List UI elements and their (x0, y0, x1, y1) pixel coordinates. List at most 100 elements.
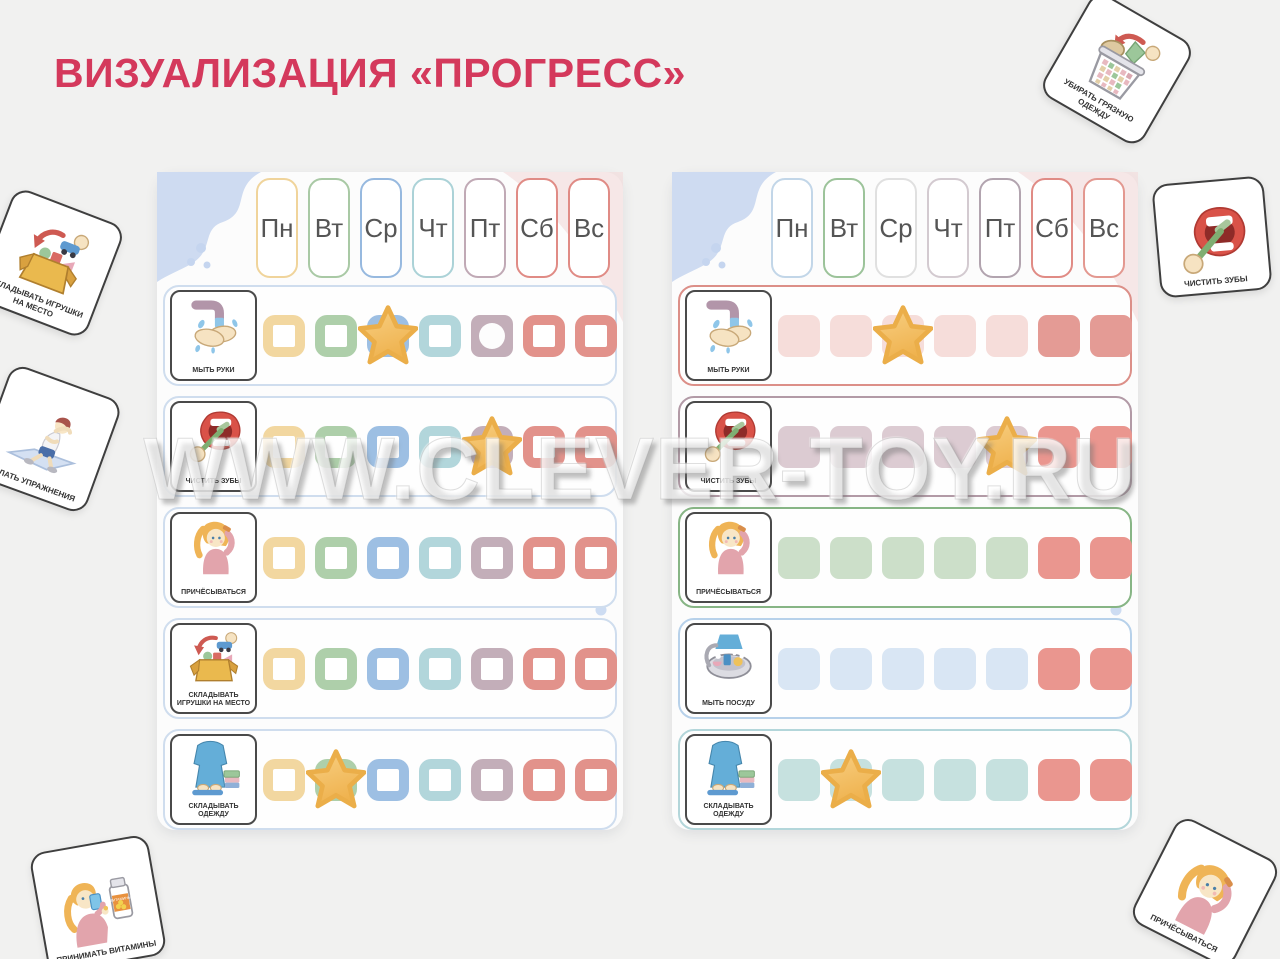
week-cell (1090, 758, 1132, 801)
card-exercises: ДЕЛАТЬ УПРАЖНЕНИЯ (0, 362, 124, 516)
day-header-cell: Пт (979, 178, 1021, 278)
day-label: Пт (469, 212, 501, 243)
day-header-cell: Вт (823, 178, 865, 278)
day-label: Пн (260, 212, 294, 243)
week-cell (575, 425, 617, 468)
week-cell (315, 647, 357, 690)
comb-hair-icon (184, 518, 244, 576)
week-cell (1090, 536, 1132, 579)
week-cell (471, 758, 513, 801)
day-header: Пн Вт Ср Чт Пт Сб Вс (771, 178, 1132, 278)
week-cell (821, 748, 881, 808)
week-cells (263, 647, 617, 690)
wash-dishes-icon (699, 629, 759, 687)
week-cell (471, 536, 513, 579)
week-cells (263, 304, 617, 364)
week-cell (1038, 314, 1080, 357)
week-cell (575, 536, 617, 579)
day-label: Чт (933, 212, 963, 243)
day-header-cell: Сб (516, 178, 558, 278)
week-cell (263, 425, 305, 468)
day-label: Ср (879, 212, 913, 243)
week-cell (462, 415, 522, 475)
week-cells (263, 536, 617, 579)
day-header: Пн Вт Ср Чт Пт Сб Вс (256, 178, 617, 278)
week-cell (1038, 425, 1080, 468)
week-cell (358, 304, 418, 364)
week-cell (575, 647, 617, 690)
week-cell (263, 647, 305, 690)
task-row: ЧИСТИТЬ ЗУБЫ (163, 396, 617, 497)
task-label: ЧИСТИТЬ ЗУБЫ (185, 478, 242, 486)
task-card: СКЛАДЫВАТЬ ОДЕЖДУ (685, 734, 772, 825)
brush-teeth-icon (1170, 199, 1254, 280)
fold-clothes-icon (706, 740, 755, 796)
day-header-cell: Пн (771, 178, 813, 278)
week-cell (986, 647, 1028, 690)
task-row: СКЛАДЫВАТЬ ИГРУШКИ НА МЕСТО (163, 618, 617, 719)
week-cell (306, 748, 366, 808)
task-card: МЫТЬ ПОСУДУ (685, 623, 772, 714)
task-card: ЧИСТИТЬ ЗУБЫ (685, 401, 772, 492)
week-cell (471, 647, 513, 690)
week-cell (1090, 647, 1132, 690)
week-cell (471, 314, 513, 357)
wash-hands-icon (699, 296, 759, 354)
rows: МЫТЬ РУКИ ЧИСТИТЬ ЗУБЫ ПРИЧЁСЫВАТЬСЯ (678, 285, 1132, 830)
week-cell (986, 314, 1028, 357)
task-row: ЧИСТИТЬ ЗУБЫ (678, 396, 1132, 497)
day-label: Вс (1088, 212, 1120, 243)
week-cell (778, 425, 820, 468)
wave-decoration-icon (672, 172, 776, 282)
brush-teeth-icon (699, 407, 759, 465)
week-cell (882, 425, 924, 468)
brush-teeth-icon (184, 407, 244, 465)
task-label: МЫТЬ РУКИ (192, 367, 235, 375)
progress-board-left: Пн Вт Ср Чт Пт Сб Вс МЫТЬ РУКИ ЧИСТИТЬ ЗУБЫ (157, 172, 623, 830)
card-vitamins: ПРИНИМАТЬ ВИТАМИНЫ (28, 833, 168, 959)
vitamins-icon (54, 867, 144, 953)
week-cell (315, 314, 357, 357)
week-cell (419, 647, 461, 690)
card-comb-hair: ПРИЧЁСЫВАТЬСЯ (1127, 813, 1280, 959)
week-cell (263, 314, 305, 357)
week-cell (934, 758, 976, 801)
week-cell (977, 415, 1037, 475)
card-laundry: УБИРАТЬ ГРЯЗНУЮ ОДЕЖДУ (1037, 0, 1197, 150)
week-cell (830, 425, 872, 468)
week-cell (367, 758, 409, 801)
task-label: СКЛАДЫВАТЬ ОДЕЖДУ (188, 802, 239, 819)
week-cell (830, 314, 872, 357)
task-row: СКЛАДЫВАТЬ ОДЕЖДУ (163, 729, 617, 830)
day-header-cell: Пн (256, 178, 298, 278)
day-label: Пн (775, 212, 809, 243)
day-label: Вс (573, 212, 605, 243)
day-header-cell: Чт (412, 178, 454, 278)
week-cell (1090, 314, 1132, 357)
week-cell (419, 536, 461, 579)
day-header-cell: Вс (568, 178, 610, 278)
task-card: СКЛАДЫВАТЬ ИГРУШКИ НА МЕСТО (170, 623, 257, 714)
week-cell (523, 425, 565, 468)
week-cell (263, 758, 305, 801)
task-label: СКЛАДЫВАТЬ ОДЕЖДУ (703, 802, 754, 819)
task-label: МЫТЬ РУКИ (707, 367, 750, 375)
task-row: МЫТЬ ПОСУДУ (678, 618, 1132, 719)
week-cell (1038, 536, 1080, 579)
put-toys-icon (184, 629, 244, 687)
day-label: Вт (829, 212, 859, 243)
day-header-cell: Пт (464, 178, 506, 278)
card-brush-teeth: ЧИСТИТЬ ЗУБЫ (1151, 175, 1273, 299)
task-row: ПРИЧЁСЫВАТЬСЯ (163, 507, 617, 608)
card-put-toys: СКЛАДЫВАТЬ ИГРУШКИ НА МЕСТО (0, 185, 127, 341)
week-cell (1090, 425, 1132, 468)
week-cells (778, 536, 1132, 579)
week-cells (778, 415, 1132, 475)
task-card: СКЛАДЫВАТЬ ОДЕЖДУ (170, 734, 257, 825)
day-label: Сб (520, 212, 554, 243)
week-cell (882, 536, 924, 579)
fold-clothes-icon (191, 740, 240, 796)
task-row: ПРИЧЁСЫВАТЬСЯ (678, 507, 1132, 608)
task-card: МЫТЬ РУКИ (685, 290, 772, 381)
